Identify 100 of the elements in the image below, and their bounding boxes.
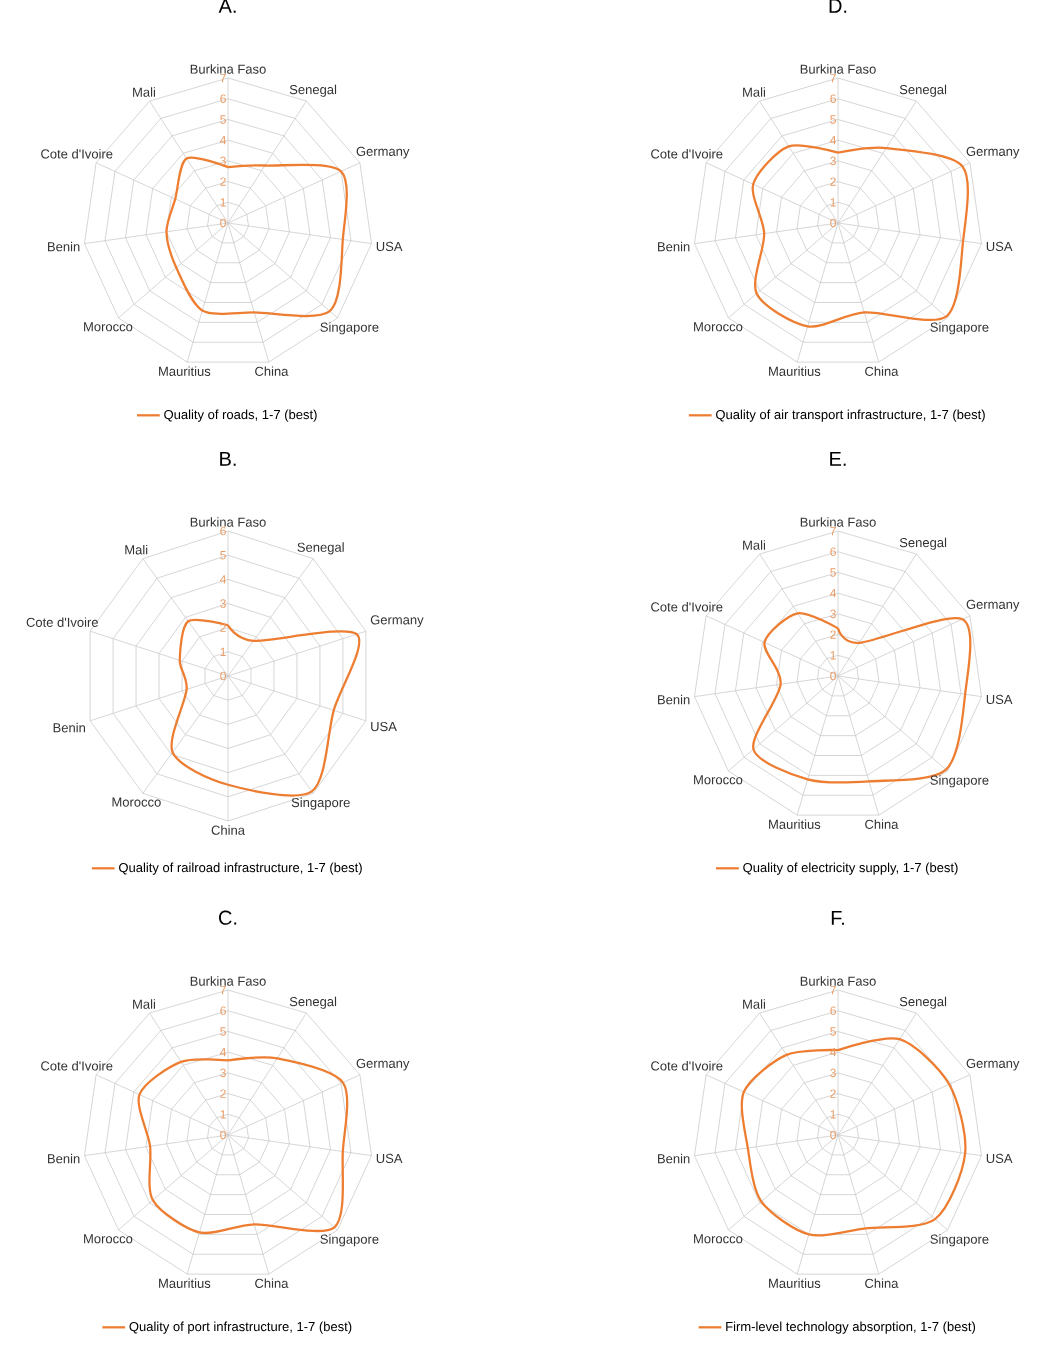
y-tick-label: 7 — [830, 73, 836, 83]
spoke-label: Mali — [133, 87, 155, 97]
y-tick-label: 1 — [830, 651, 836, 660]
spoke-label: USA — [986, 1153, 1013, 1164]
spoke-label: China — [255, 1278, 289, 1288]
spoke-label: Benin — [48, 1153, 80, 1164]
y-tick-label: 0 — [830, 671, 836, 681]
spoke-label: Cote d'Ivoire — [651, 601, 723, 612]
spoke-label: Mali — [743, 999, 765, 1009]
y-tick-label: 3 — [830, 1068, 836, 1078]
spoke-label: Burkina Faso — [800, 64, 876, 74]
spoke-label: Burkina Faso — [190, 64, 266, 74]
spoke-label: Morocco — [694, 775, 743, 785]
spoke-label: Mauritius — [769, 1278, 821, 1288]
legend-label: Quality of port infrastructure, 1-7 (best) — [129, 1321, 352, 1334]
y-tick-label: 1 — [220, 1110, 226, 1119]
spoke-label: Morocco — [694, 322, 743, 332]
spoke-label: Burkina Faso — [190, 517, 266, 527]
spoke-label: Singapore — [930, 775, 989, 788]
y-tick-label: 5 — [220, 550, 226, 560]
spoke-label: Senegal — [289, 996, 337, 1009]
spoke-label: USA — [376, 241, 403, 252]
spoke-label: Morocco — [84, 322, 133, 332]
y-tick-label: 5 — [830, 568, 836, 577]
spoke-label: USA — [376, 1153, 403, 1164]
spoke-label: Germany — [966, 599, 1020, 612]
y-tick-label: 2 — [220, 1089, 226, 1098]
spoke-label: Benin — [48, 241, 80, 252]
y-tick-label: 0 — [220, 218, 226, 228]
legend-label: Quality of railroad infrastructure, 1-7 (best) — [119, 862, 362, 875]
spoke-label: China — [211, 825, 245, 835]
legend-label: Quality of roads, 1-7 (best) — [164, 409, 317, 422]
y-tick-label: 5 — [220, 1027, 226, 1036]
y-tick-label: 6 — [220, 94, 226, 103]
spoke-label: Burkina Faso — [800, 517, 876, 527]
spoke-label: China — [255, 366, 289, 376]
spoke-label: USA — [371, 721, 397, 732]
spoke-label: Mali — [133, 999, 155, 1009]
y-tick-label: 4 — [830, 136, 837, 145]
spoke-label: Mali — [743, 87, 765, 97]
y-tick-label: 2 — [220, 177, 226, 186]
legend-label: Quality of electricity supply, 1-7 (best) — [743, 862, 958, 875]
legend-label: Quality of air transport infrastructure, 1-7 (best) — [716, 409, 985, 422]
spoke-label: Singapore — [320, 1234, 379, 1247]
chart-title: E. — [830, 452, 846, 466]
y-tick-label: 5 — [830, 1027, 836, 1036]
spoke-label: Benin — [658, 1153, 690, 1164]
spoke-label: China — [865, 366, 899, 376]
spoke-label: Burkina Faso — [190, 976, 266, 986]
spoke-label: China — [865, 1278, 899, 1288]
spoke-label: Cote d'Ivoire — [41, 1060, 113, 1071]
y-tick-label: 1 — [830, 1110, 836, 1119]
y-tick-label: 2 — [830, 1089, 836, 1098]
y-tick-label: 7 — [220, 73, 226, 83]
spoke-label: Germany — [356, 1058, 410, 1071]
y-tick-label: 5 — [830, 115, 836, 124]
y-tick-label: 4 — [220, 1048, 227, 1057]
spoke-label: Singapore — [930, 322, 989, 335]
legend-label: Firm-level technology absorption, 1-7 (best) — [726, 1321, 976, 1334]
y-tick-label: 6 — [220, 526, 226, 536]
chart-title: B. — [220, 452, 236, 466]
spoke-label: USA — [986, 241, 1013, 252]
spoke-label: Benin — [53, 722, 85, 733]
y-tick-label: 3 — [220, 156, 226, 166]
spoke-label: Senegal — [899, 84, 947, 97]
y-tick-label: 5 — [220, 115, 226, 124]
spoke-label: Senegal — [289, 84, 337, 97]
y-tick-label: 4 — [220, 575, 227, 584]
y-tick-label: 2 — [220, 623, 226, 632]
y-tick-label: 1 — [220, 198, 226, 207]
spoke-label: Cote d'Ivoire — [41, 148, 113, 159]
y-tick-label: 7 — [830, 985, 836, 995]
y-tick-label: 2 — [830, 177, 836, 186]
spoke-label: Morocco — [694, 1234, 743, 1244]
spoke-label: USA — [986, 694, 1013, 705]
chart-title: C. — [219, 910, 237, 925]
chart-title: F. — [831, 911, 844, 925]
y-tick-label: 7 — [830, 526, 836, 536]
spoke-label: Germany — [966, 146, 1020, 159]
y-tick-label: 1 — [220, 647, 226, 656]
y-tick-label: 4 — [220, 136, 227, 145]
spoke-label: Singapore — [930, 1234, 989, 1247]
y-tick-label: 0 — [830, 1130, 836, 1140]
y-tick-label: 0 — [830, 218, 836, 228]
spoke-label: Cote d'Ivoire — [651, 1060, 723, 1071]
spoke-label: Mali — [125, 544, 148, 555]
y-tick-label: 6 — [830, 1006, 836, 1015]
spoke-label: Germany — [356, 146, 410, 159]
y-tick-label: 2 — [830, 630, 836, 639]
y-tick-label: 4 — [830, 589, 837, 598]
spoke-label: Mauritius — [159, 1278, 211, 1288]
y-tick-label: 6 — [830, 547, 836, 556]
y-tick-label: 3 — [220, 599, 226, 608]
spoke-label: Burkina Faso — [800, 976, 876, 986]
spoke-label: Morocco — [112, 797, 161, 807]
chart-title: A. — [218, 0, 236, 13]
y-tick-label: 6 — [830, 94, 836, 103]
spoke-label: Germany — [966, 1058, 1020, 1071]
spoke-label: Senegal — [899, 537, 947, 550]
y-tick-label: 3 — [220, 1068, 226, 1078]
